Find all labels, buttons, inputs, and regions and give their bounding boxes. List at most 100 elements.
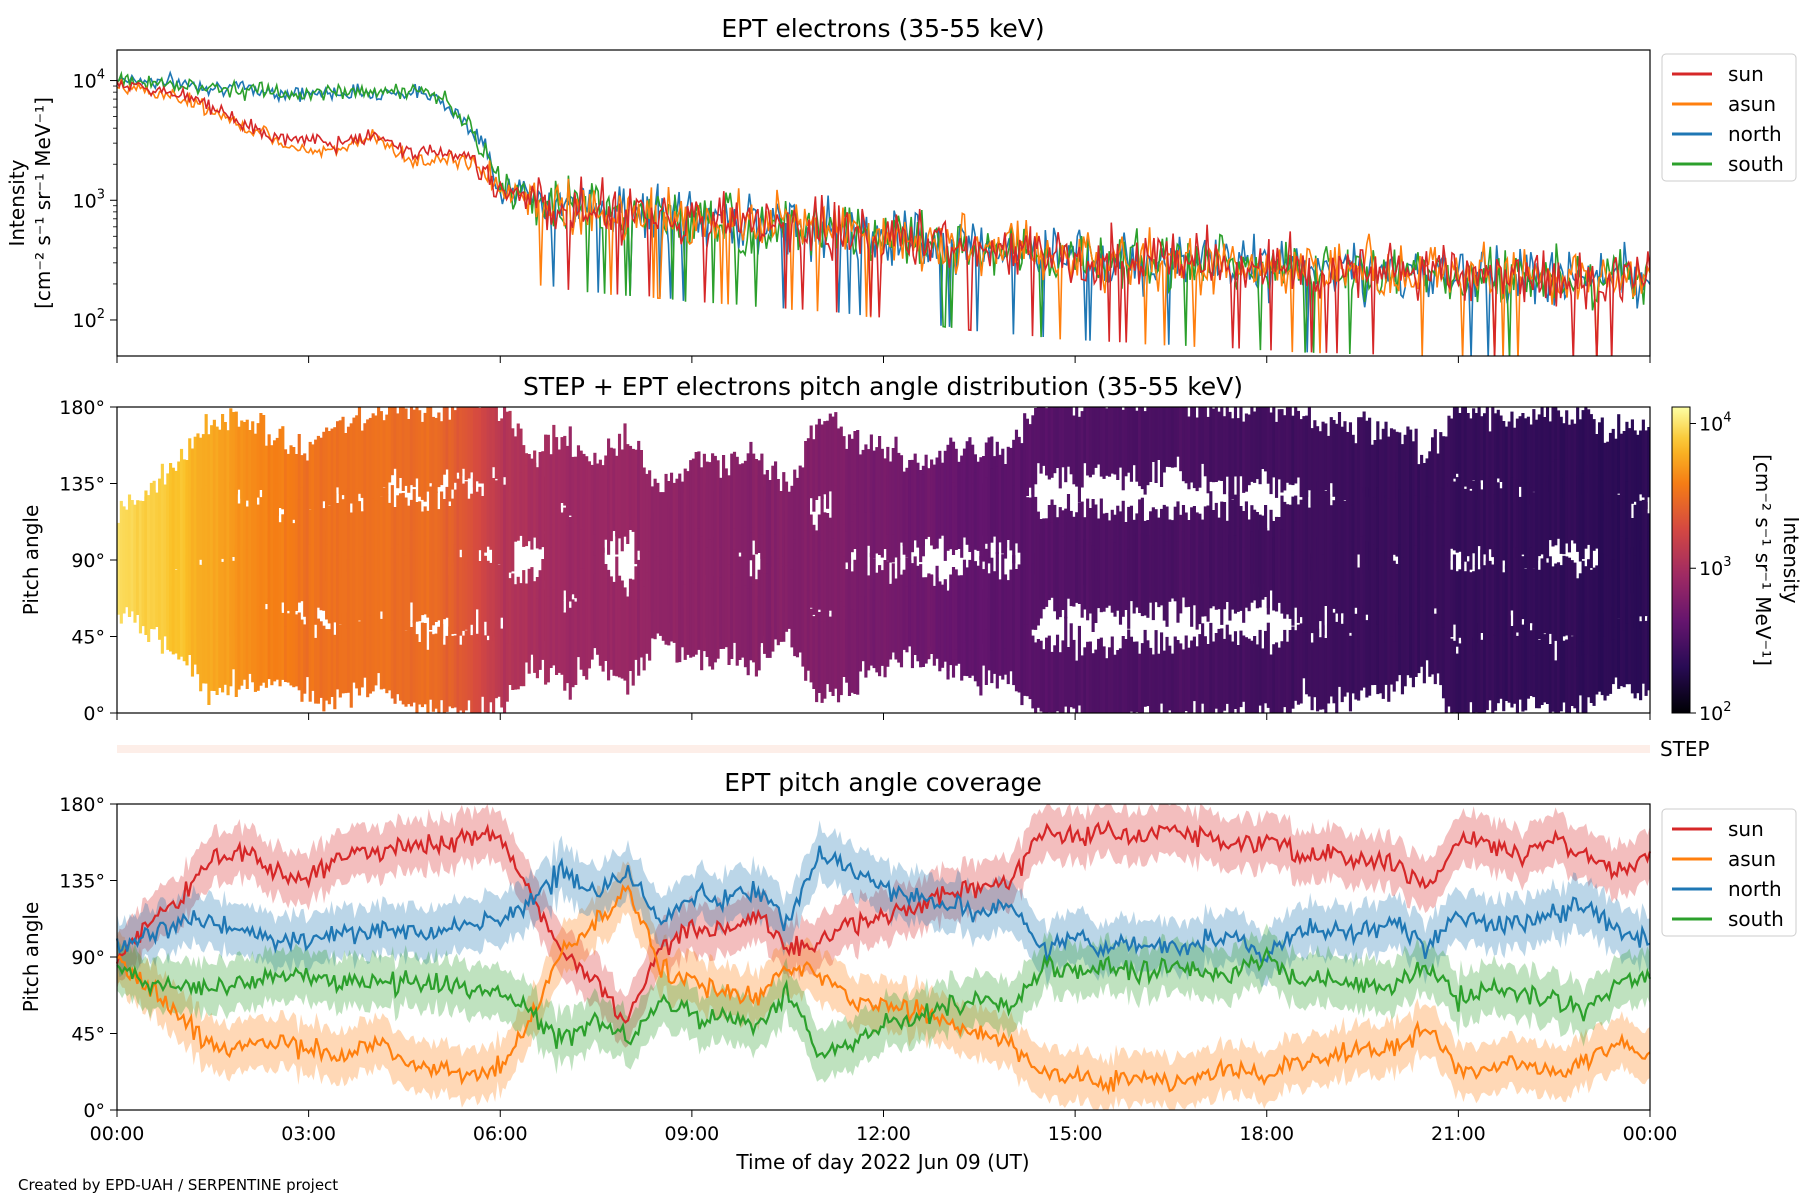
pad-cell	[951, 567, 956, 660]
pad-cell	[1195, 512, 1199, 582]
pad-cell	[1455, 407, 1459, 474]
pad-cell	[283, 552, 288, 627]
pad-cell	[1548, 556, 1552, 634]
pad-cell	[1537, 569, 1541, 640]
pad-cell	[1507, 421, 1511, 492]
pad-cell	[199, 483, 203, 560]
pad-cell	[1450, 638, 1454, 713]
pad-cell	[1587, 472, 1591, 545]
pad-cell	[1009, 569, 1013, 634]
pad-cell	[1113, 542, 1117, 617]
pad-cell	[1348, 635, 1353, 712]
pad-cell	[1567, 557, 1572, 638]
pad-cell	[1239, 528, 1243, 611]
pad-cell	[631, 603, 635, 686]
pad-cell	[338, 545, 342, 625]
pad-cell	[1636, 612, 1640, 694]
pad-cell	[1305, 415, 1309, 498]
pad-cell	[1173, 519, 1177, 602]
pad-cell	[574, 456, 578, 524]
pad-cell	[1431, 538, 1435, 610]
pad-cell	[409, 407, 414, 486]
pad-cell	[954, 569, 958, 650]
pad-cell	[552, 424, 556, 516]
pad-cell	[1463, 407, 1467, 487]
pad-cell	[245, 549, 249, 616]
pad-cell	[828, 413, 832, 492]
pad-cell	[352, 559, 356, 639]
pad-cell	[612, 448, 616, 522]
pad-cell	[352, 615, 356, 683]
pad-cell	[899, 455, 904, 531]
pad-cell	[412, 409, 416, 488]
pad-cell	[1584, 407, 1588, 491]
pad-cell	[1619, 536, 1624, 622]
pad-cell	[1036, 407, 1040, 464]
pad-cell	[1288, 531, 1292, 619]
pad-cell	[1288, 630, 1292, 713]
pad-cell	[593, 573, 597, 649]
pad-cell	[1146, 640, 1150, 707]
pad-cell	[1129, 636, 1134, 712]
pad-cell	[869, 487, 873, 558]
pad-cell	[949, 574, 953, 652]
intensity-ytick-exponent: 3	[97, 187, 105, 202]
pad-cell	[226, 492, 230, 576]
pad-cell	[262, 596, 266, 683]
pad-cell	[489, 407, 493, 485]
pad-cell	[1105, 520, 1109, 608]
pad-cell	[1441, 436, 1446, 522]
pad-cell	[1378, 603, 1383, 694]
pad-cell	[1491, 564, 1495, 645]
pad-cell	[1472, 571, 1476, 653]
pad-cell	[398, 538, 403, 628]
pad-cell	[336, 626, 340, 690]
pad-cell	[576, 498, 581, 576]
pad-cell	[357, 501, 362, 577]
coverage-line-sun	[115, 819, 1652, 1024]
pad-cell	[1644, 549, 1648, 617]
pad-cell	[199, 609, 203, 692]
pad-cell	[240, 420, 244, 499]
pad-cell	[1047, 522, 1051, 601]
pad-cell	[1466, 413, 1470, 479]
coverage-xtick-label: 09:00	[664, 1123, 719, 1145]
pad-cell	[1499, 620, 1503, 699]
panel-coverage-bands	[117, 804, 1650, 1110]
coverage-ytick-label: 135°	[59, 871, 105, 893]
pad-cell	[182, 482, 186, 553]
pad-cell	[119, 535, 123, 624]
pad-cell	[226, 557, 230, 635]
pad-cell	[330, 502, 334, 583]
pad-cell	[1045, 408, 1049, 476]
pad-cell	[1135, 641, 1139, 712]
pad-cell	[962, 460, 967, 538]
pad-cell	[842, 606, 846, 677]
pad-cell	[1597, 614, 1602, 692]
pad-cell	[1217, 411, 1221, 481]
pad-cell	[1253, 411, 1257, 483]
pad-cell	[932, 469, 936, 550]
pad-cell	[1581, 619, 1585, 713]
pad-cell	[1302, 502, 1306, 573]
pad-cell	[1387, 498, 1391, 581]
pad-cell	[990, 557, 994, 651]
pad-cell	[930, 574, 934, 654]
pad-cell	[218, 489, 222, 579]
coverage-line-asun	[116, 883, 1651, 1096]
pad-cell	[1020, 615, 1024, 706]
pad-cell	[708, 462, 712, 540]
pad-cell	[1545, 481, 1550, 559]
pad-cell	[185, 485, 189, 572]
pad-cell	[1461, 562, 1465, 641]
pad-cell	[727, 583, 731, 665]
pad-cell	[163, 561, 167, 625]
pad-cell	[1058, 652, 1062, 713]
pad-cell	[330, 609, 334, 697]
pad-cell	[1283, 415, 1287, 491]
pad-cell	[253, 545, 258, 625]
pad-cell	[1573, 635, 1577, 709]
panel-intensity-series	[117, 70, 1650, 356]
pad-cell	[407, 419, 411, 493]
pad-cell	[1562, 423, 1566, 498]
